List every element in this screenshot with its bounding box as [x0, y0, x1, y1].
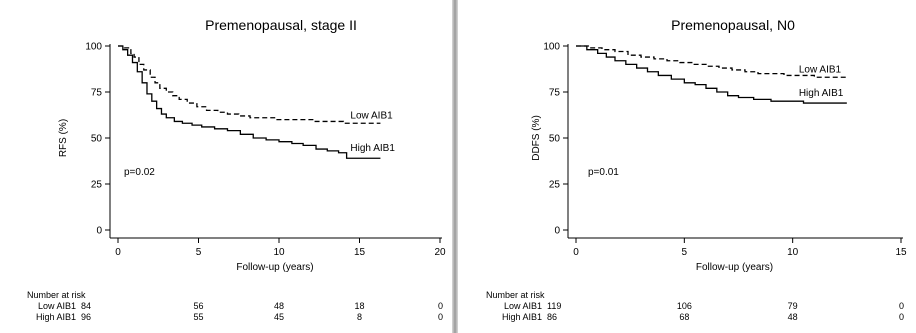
y-tick-label: 25 — [549, 180, 561, 191]
chart-title: Premenopausal, stage II — [205, 17, 357, 33]
x-axis-title: Follow-up (years) — [696, 262, 773, 273]
risk-row-label: Low AIB1 — [504, 301, 542, 311]
km-curve-low-aib1 — [118, 45, 381, 124]
y-tick-label: 0 — [554, 226, 560, 237]
y-tick-label: 75 — [91, 88, 103, 99]
risk-row-label: Low AIB1 — [38, 301, 76, 311]
risk-count: 0 — [899, 301, 904, 311]
risk-count: 0 — [438, 301, 443, 311]
risk-row-label: High AIB1 — [36, 312, 76, 322]
risk-count: 119 — [547, 301, 561, 311]
p-value-annotation: p=0.02 — [124, 167, 155, 178]
risk-count: 8 — [357, 312, 362, 322]
risk-count: 84 — [81, 301, 91, 311]
km-chart-n0: Premenopausal, N0 0 5 10 15 0 25 50 75 100 Follow-… — [486, 17, 907, 322]
panel-divider — [452, 0, 458, 333]
risk-count: 0 — [899, 312, 904, 322]
y-tick-label: 50 — [91, 134, 103, 145]
x-tick-label: 0 — [115, 247, 121, 258]
y-tick-label: 75 — [549, 88, 561, 99]
x-tick-label: 15 — [354, 247, 366, 258]
risk-count: 45 — [274, 312, 284, 322]
risk-count: 48 — [788, 312, 798, 322]
x-tick-label: 5 — [196, 247, 202, 258]
km-panel-stage-ii: Premenopausal, stage II 0 5 10 15 20 0 25 50 75 10… — [0, 0, 452, 333]
x-axis-title: Follow-up (years) — [236, 262, 313, 273]
km-curve-high-aib1 — [576, 45, 847, 104]
series-label-low-aib1: Low AIB1 — [799, 64, 842, 75]
risk-table-header: Number at risk — [486, 290, 545, 300]
x-tick-label: 10 — [787, 247, 799, 258]
x-tick-label: 15 — [895, 247, 907, 258]
risk-count: 86 — [547, 312, 557, 322]
km-curve-low-aib1 — [576, 45, 847, 78]
risk-count: 48 — [274, 301, 284, 311]
y-tick-label: 25 — [91, 180, 103, 191]
x-tick-label: 5 — [682, 247, 688, 258]
series-label-high-aib1: High AIB1 — [799, 88, 844, 99]
risk-count: 56 — [193, 301, 203, 311]
x-tick-label: 0 — [573, 247, 579, 258]
y-tick-label: 0 — [96, 226, 102, 237]
risk-count: 79 — [788, 301, 798, 311]
risk-row-label: High AIB1 — [502, 312, 542, 322]
km-curve-high-aib1 — [118, 45, 381, 159]
risk-table-header: Number at risk — [27, 290, 86, 300]
chart-title: Premenopausal, N0 — [671, 17, 795, 33]
risk-count: 68 — [679, 312, 689, 322]
risk-count: 106 — [677, 301, 692, 311]
y-axis-title: DDFS (%) — [531, 115, 542, 161]
series-label-high-aib1: High AIB1 — [350, 143, 395, 154]
series-label-low-aib1: Low AIB1 — [350, 110, 393, 121]
km-panel-n0: Premenopausal, N0 0 5 10 15 0 25 50 75 100 Follow-… — [458, 0, 916, 333]
x-tick-label: 20 — [434, 247, 446, 258]
p-value-annotation: p=0.01 — [588, 167, 619, 178]
y-axis-title: RFS (%) — [58, 119, 69, 157]
y-tick-label: 100 — [543, 42, 560, 53]
risk-count: 0 — [438, 312, 443, 322]
y-tick-label: 100 — [85, 42, 102, 53]
y-tick-label: 50 — [549, 134, 561, 145]
risk-count: 18 — [354, 301, 364, 311]
risk-count: 96 — [81, 312, 91, 322]
x-tick-label: 10 — [273, 247, 285, 258]
km-chart-stage-ii: Premenopausal, stage II 0 5 10 15 20 0 25 50 75 10… — [27, 17, 446, 322]
risk-count: 55 — [193, 312, 203, 322]
